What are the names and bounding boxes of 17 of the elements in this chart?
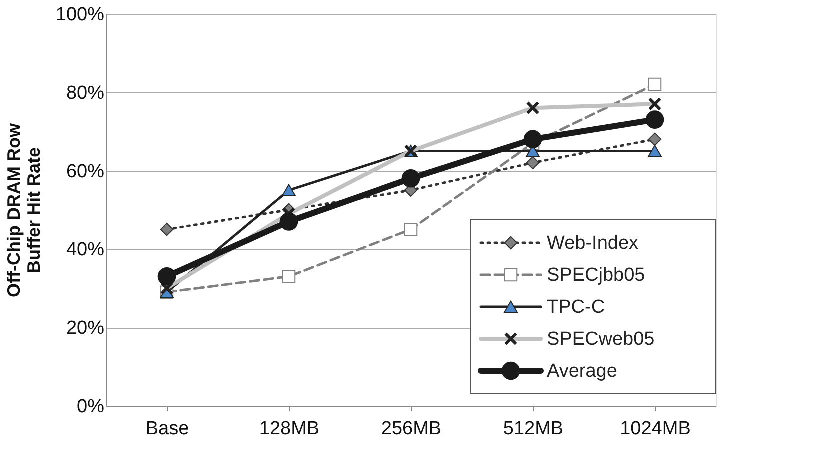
x-tick-label: 128MB	[259, 418, 320, 440]
x-tick-label: Base	[146, 418, 190, 440]
legend-label: Average	[547, 361, 618, 382]
legend-label: SPECjbb05	[547, 265, 646, 286]
legend-label: TPC-C	[547, 297, 606, 318]
y-tick-label: 80%	[66, 82, 105, 104]
y-tick-label: 0%	[77, 396, 105, 418]
y-tick-label: 60%	[66, 161, 105, 182]
legend-label: SPECweb05	[547, 329, 655, 350]
y-tick-label: 100%	[56, 4, 105, 26]
y-tick-label: 40%	[66, 240, 105, 261]
x-tick-label: 1024MB	[620, 418, 691, 440]
y-axis-title: Off-Chip DRAM Row Buffer Hit Rate	[4, 122, 44, 298]
legend-label: Web-Index	[547, 233, 640, 254]
x-tick-label: 512MB	[503, 418, 564, 440]
y-tick-label: 20%	[66, 318, 105, 340]
x-tick-label: 256MB	[381, 418, 442, 440]
